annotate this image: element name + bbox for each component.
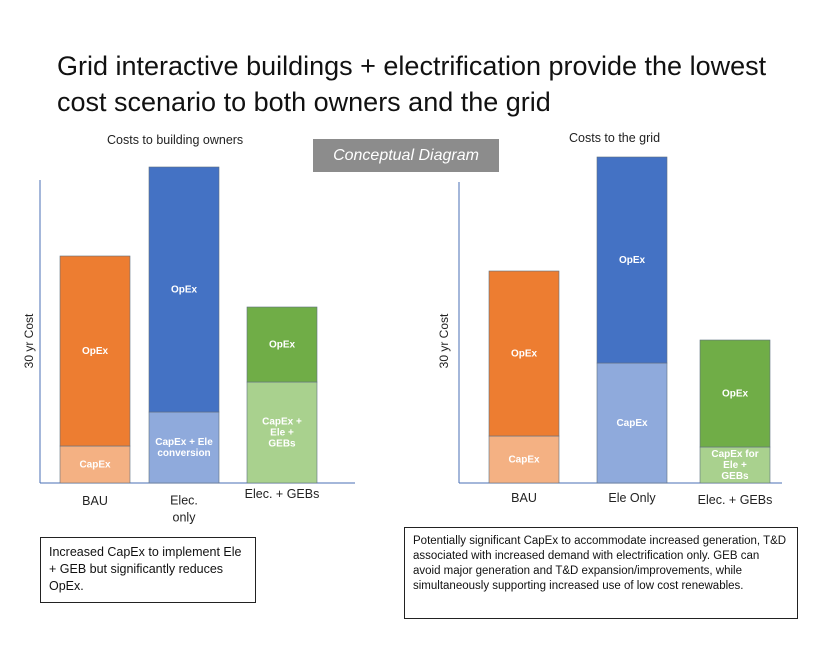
bar-segment-capex	[596, 362, 668, 484]
right-annotation-box: Potentially significant CapEx to accommo…	[404, 527, 798, 619]
bar-segment-label: OpEx	[171, 285, 198, 296]
bar-segment-label: CapEx	[616, 418, 648, 429]
bar-segment-label: CapEx + Ele + GEBs	[262, 417, 302, 450]
x-tick-label: BAU	[511, 491, 537, 505]
x-tick-label: Elec. + GEBs	[245, 487, 320, 501]
conceptual-diagram-badge: Conceptual Diagram	[313, 139, 499, 172]
bar-segment-opex	[246, 306, 318, 383]
bar-segment-opex	[699, 339, 771, 448]
bar-segment-label: OpEx	[82, 346, 109, 357]
bar-segment-opex	[148, 166, 220, 413]
bar-segment-label: OpEx	[619, 255, 646, 266]
bar-segment-label: CapEx	[508, 455, 540, 466]
slide-title: Grid interactive buildings + electrifica…	[57, 51, 767, 117]
bar-segment-label: OpEx	[722, 389, 749, 400]
left-chart-title: Costs to building owners	[107, 133, 244, 147]
bar-segment-opex	[59, 255, 131, 447]
bar-segment-opex	[596, 156, 668, 364]
right-chart-title: Costs to the grid	[569, 131, 661, 145]
left-annotation-box: Increased CapEx to implement Ele + GEB b…	[40, 537, 256, 603]
bar-segment-capex	[488, 435, 560, 484]
bar-segment-capex	[148, 411, 220, 484]
bar-segment-label: OpEx	[511, 349, 538, 360]
bar-segment-capex	[246, 381, 318, 484]
bar-segment-label: CapEx + Ele conversion	[155, 437, 213, 459]
x-tick-label: Elec. only	[170, 494, 198, 525]
x-tick-label: BAU	[82, 494, 108, 508]
bar-segment-capex	[59, 445, 131, 484]
bar-segment-label: OpEx	[269, 340, 296, 351]
x-tick-label: Elec. + GEBs	[698, 493, 773, 507]
bar-segment-label: CapEx for Ele + GEBs	[711, 449, 758, 482]
bar-segment-opex	[488, 270, 560, 437]
x-tick-label: Ele Only	[608, 491, 656, 505]
bar-segment-label: CapEx	[79, 460, 111, 471]
bar-segment-capex	[699, 446, 771, 484]
